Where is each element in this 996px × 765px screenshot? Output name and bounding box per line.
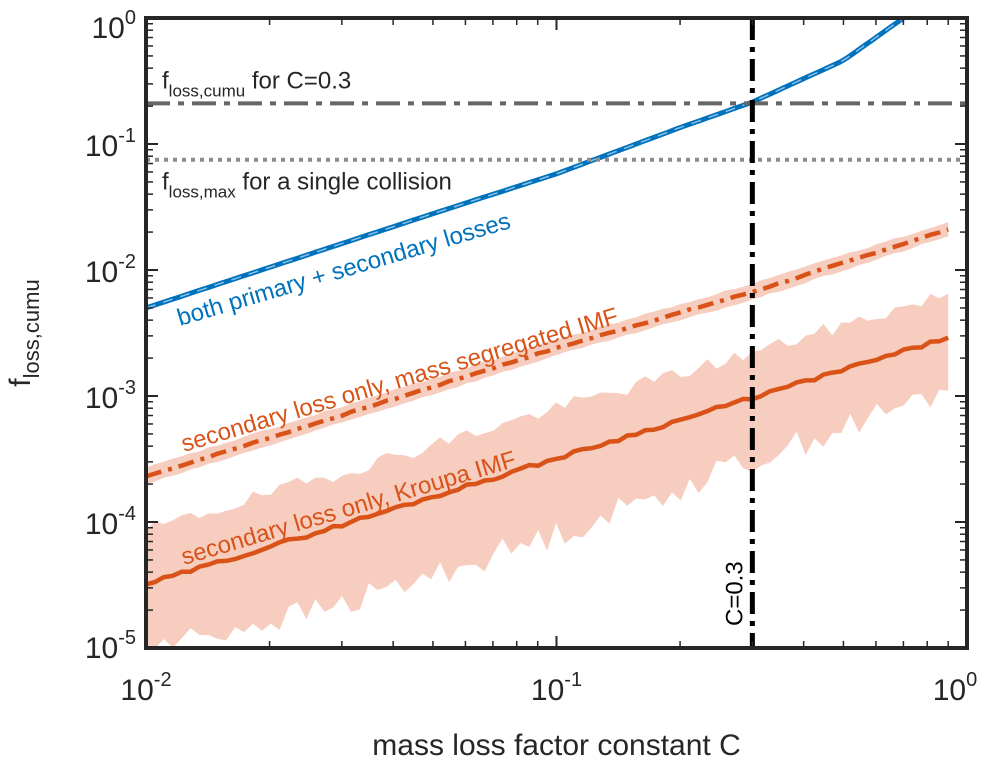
y-tick-label: 10-1 bbox=[85, 125, 136, 163]
x-tick-label-base: 10 bbox=[933, 674, 966, 707]
x-tick-label-exp: -2 bbox=[154, 669, 172, 691]
x-tick-label: 100 bbox=[933, 669, 978, 707]
y-tick-label: 10-5 bbox=[85, 627, 136, 665]
y-tick-label-exp: 0 bbox=[125, 7, 136, 29]
y-tick-label-base: 10 bbox=[85, 130, 118, 163]
series-label-blue: both primary + secondary losses bbox=[174, 208, 514, 332]
y-tick-label-base: 10 bbox=[92, 12, 125, 45]
y-tick-label-exp: -3 bbox=[118, 377, 136, 399]
y-axis-label-sub: loss,cumu bbox=[19, 279, 44, 378]
x-tick-label-base: 10 bbox=[120, 674, 153, 707]
x-tick-label-exp: -1 bbox=[564, 669, 582, 691]
y-tick-label-base: 10 bbox=[85, 508, 118, 541]
axis-ticks bbox=[145, 17, 968, 649]
y-tick-label-base: 10 bbox=[85, 632, 118, 665]
band-orange_kroupa bbox=[146, 293, 949, 649]
y-tick-label-exp: -4 bbox=[118, 503, 136, 525]
vline-label: C=0.3 bbox=[721, 561, 748, 626]
hline-label-max: floss,max for a single collision bbox=[162, 169, 452, 202]
y-axis-label-base: f bbox=[4, 378, 37, 387]
data-lines bbox=[145, 15, 950, 587]
hline-label-max-base: f bbox=[162, 169, 169, 196]
x-tick-label-base: 10 bbox=[531, 674, 564, 707]
x-tick-label-exp: 0 bbox=[966, 669, 977, 691]
y-tick-label-exp: -1 bbox=[118, 125, 136, 147]
x-tick-label: 10-1 bbox=[531, 669, 582, 707]
series-line-orange-kroupa bbox=[145, 335, 950, 587]
hline-label-cumu-base: f bbox=[162, 67, 169, 94]
y-tick-label: 100 bbox=[92, 7, 137, 45]
y-tick-label: 10-2 bbox=[85, 251, 136, 289]
y-tick-label-exp: -2 bbox=[118, 251, 136, 273]
hline-label-cumu: floss,cumu for C=0.3 bbox=[162, 67, 351, 100]
series-line-blue-dashed bbox=[145, 17, 904, 309]
y-tick-label: 10-3 bbox=[85, 377, 136, 415]
axis-labels: mass loss factor constant C floss,cumu bbox=[4, 279, 741, 762]
y-tick-label-base: 10 bbox=[85, 382, 118, 415]
y-tick-label-base: 10 bbox=[85, 256, 118, 289]
hline-label-max-sub: loss,max bbox=[169, 183, 237, 202]
hline-label-max-rest: for a single collision bbox=[236, 169, 452, 196]
y-axis-label: floss,cumu bbox=[4, 279, 44, 386]
y-tick-label-exp: -5 bbox=[118, 627, 136, 649]
hline-label-cumu-rest: for C=0.3 bbox=[245, 67, 351, 94]
hline-label-cumu-sub: loss,cumu bbox=[169, 81, 246, 100]
series-line-blue-solid bbox=[145, 15, 905, 311]
x-tick-label: 10-2 bbox=[120, 669, 171, 707]
y-tick-label: 10-4 bbox=[85, 503, 136, 541]
x-axis-label: mass loss factor constant C bbox=[372, 729, 740, 762]
series-line-orange-segregated bbox=[145, 227, 949, 479]
